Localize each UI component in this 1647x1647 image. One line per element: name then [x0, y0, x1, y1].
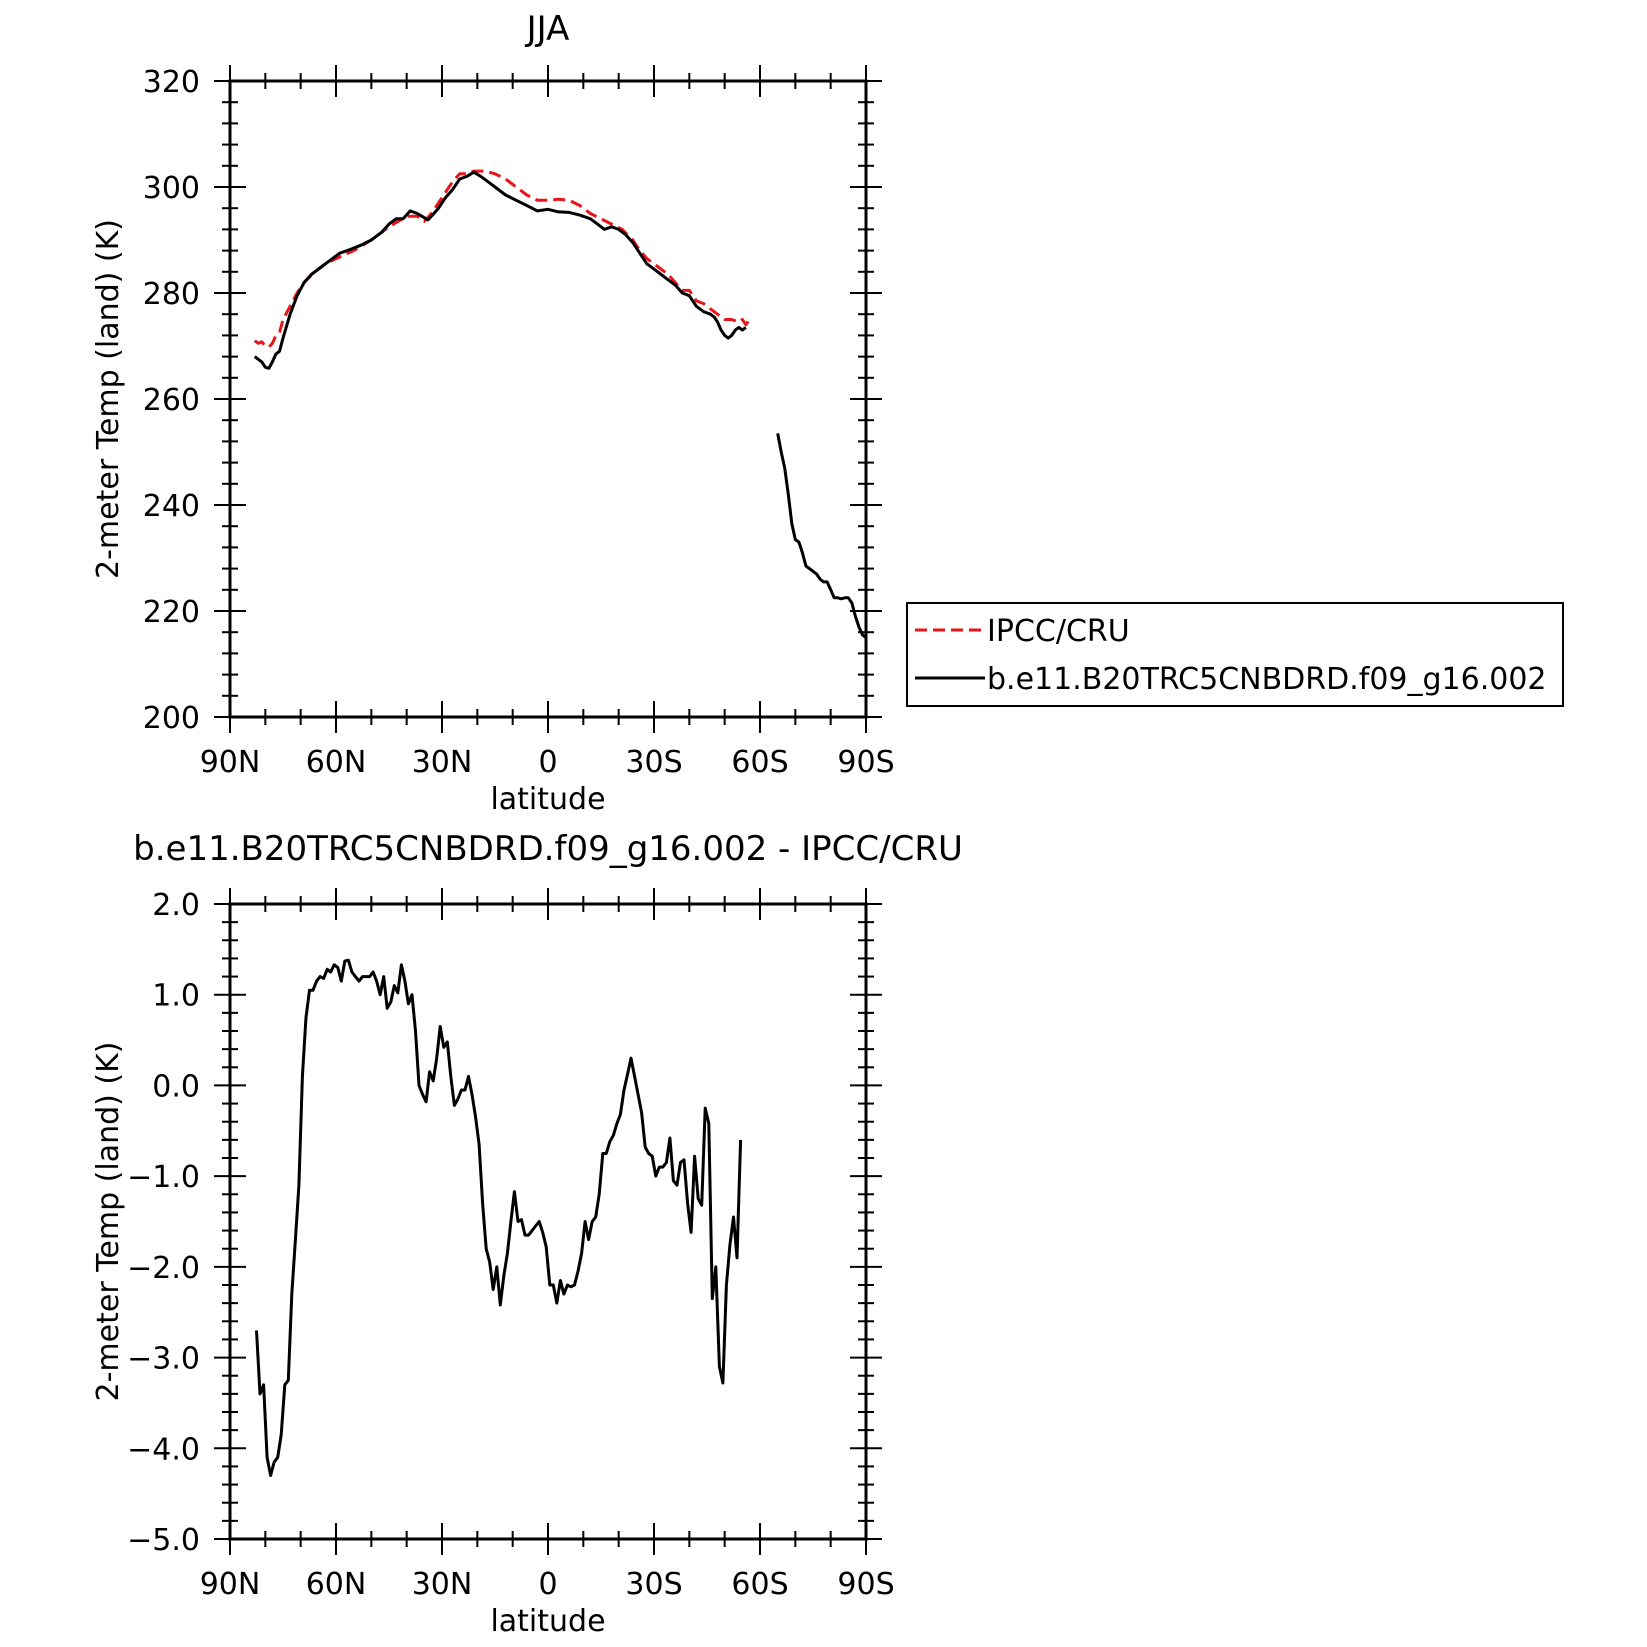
y-tick-label: 220 [143, 595, 200, 630]
y-tick-label: −3.0 [127, 1342, 200, 1377]
x-axis-label: latitude [490, 1604, 605, 1639]
y-tick-label: 200 [143, 701, 200, 736]
y-tick-label: −4.0 [127, 1432, 200, 1467]
series-line-ipcc-cru-seg0 [253, 169, 751, 349]
series-line-b-e11-b20trc5cnbdrd-f09-g16-002-seg1 [776, 433, 867, 639]
x-tick-label: 60S [731, 745, 788, 780]
legend-entry-label: b.e11.B20TRC5CNBDRD.f09_g16.002 [987, 662, 1547, 697]
x-tick-label: 0 [538, 1567, 557, 1602]
x-tick-label: 30S [625, 745, 682, 780]
y-tick-label: 320 [143, 65, 200, 100]
x-tick-label: 0 [538, 745, 557, 780]
y-tick-label: 280 [143, 277, 200, 312]
legend-entry-label: IPCC/CRU [987, 614, 1130, 649]
x-tick-label: 30N [412, 1567, 473, 1602]
y-tick-label: −2.0 [127, 1251, 200, 1286]
chart-title: b.e11.B20TRC5CNBDRD.f09_g16.002 - IPCC/C… [133, 829, 963, 869]
x-tick-label: 90N [200, 745, 261, 780]
y-axis-label: 2-meter Temp (land) (K) [91, 219, 126, 579]
y-tick-label: −5.0 [127, 1523, 200, 1558]
y-tick-label: 300 [143, 171, 200, 206]
y-tick-label: −1.0 [127, 1160, 200, 1195]
y-tick-label: 2.0 [152, 888, 200, 923]
legend: IPCC/CRU b.e11.B20TRC5CNBDRD.f09_g16.002 [906, 602, 1564, 707]
y-tick-label: 240 [143, 489, 200, 524]
x-tick-label: 90S [837, 745, 894, 780]
y-axis-label: 2-meter Temp (land) (K) [91, 1042, 126, 1402]
series-line-b-e11-b20trc5cnbdrd-f09-g16-002-seg0 [253, 170, 747, 370]
plot-frame [228, 902, 868, 1541]
legend-box [906, 602, 1564, 707]
x-tick-label: 60N [306, 745, 367, 780]
series-line-difference-seg0 [255, 958, 743, 1477]
plot-frame [228, 79, 868, 719]
chart-title: JJA [525, 9, 570, 49]
x-tick-label: 90S [837, 1567, 894, 1602]
y-tick-label: 1.0 [152, 979, 200, 1014]
x-tick-label: 90N [200, 1567, 261, 1602]
x-axis-label: latitude [490, 782, 605, 817]
x-tick-label: 60S [731, 1567, 788, 1602]
x-tick-label: 30S [625, 1567, 682, 1602]
y-tick-label: 0.0 [152, 1069, 200, 1104]
x-tick-label: 60N [306, 1567, 367, 1602]
chart-panel-top: JJA 200 220 240 260 280 300 320 90N 60N 30N 0 30S 60S… [91, 9, 1564, 817]
chart-panel-bottom: b.e11.B20TRC5CNBDRD.f09_g16.002 - IPCC/C… [91, 829, 963, 1639]
x-tick-label: 30N [412, 745, 473, 780]
y-tick-label: 260 [143, 383, 200, 418]
